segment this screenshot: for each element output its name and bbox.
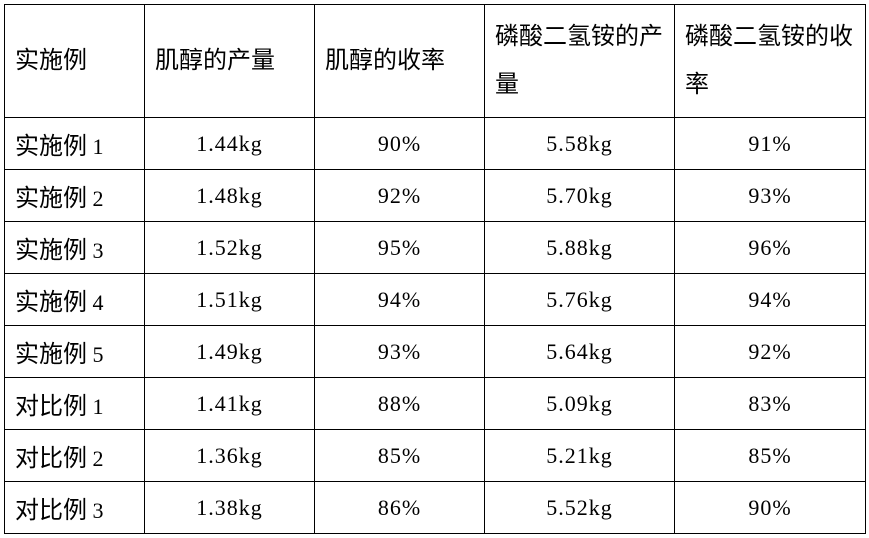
table-row: 对比例 11.41kg88%5.09kg83% — [5, 378, 866, 430]
cell-value: 5.70kg — [485, 170, 675, 222]
label-prefix: 实施例 — [15, 134, 87, 160]
label-prefix: 对比例 — [15, 498, 87, 524]
cell-value: 85% — [675, 430, 866, 482]
label-prefix: 对比例 — [15, 394, 87, 420]
cell-label: 实施例 2 — [5, 170, 145, 222]
cell-value: 5.58kg — [485, 118, 675, 170]
cell-value: 1.36kg — [145, 430, 315, 482]
label-prefix: 实施例 — [15, 290, 87, 316]
cell-value: 1.41kg — [145, 378, 315, 430]
cell-value: 83% — [675, 378, 866, 430]
col-header-dap-yield-pct: 磷酸二氢铵的收率 — [675, 5, 866, 118]
table-header: 实施例 肌醇的产量 肌醇的收率 磷酸二氢铵的产量 磷酸二氢铵的收率 — [5, 5, 866, 118]
cell-value: 90% — [675, 482, 866, 534]
cell-value: 95% — [315, 222, 485, 274]
cell-label: 对比例 3 — [5, 482, 145, 534]
label-number: 5 — [87, 342, 104, 367]
cell-value: 91% — [675, 118, 866, 170]
cell-label: 对比例 2 — [5, 430, 145, 482]
table-row: 对比例 21.36kg85%5.21kg85% — [5, 430, 866, 482]
table-row: 实施例 31.52kg95%5.88kg96% — [5, 222, 866, 274]
cell-value: 1.38kg — [145, 482, 315, 534]
results-table: 实施例 肌醇的产量 肌醇的收率 磷酸二氢铵的产量 磷酸二氢铵的收率 实施例 11… — [4, 4, 866, 534]
label-prefix: 对比例 — [15, 446, 87, 472]
table-row: 实施例 11.44kg90%5.58kg91% — [5, 118, 866, 170]
cell-label: 对比例 1 — [5, 378, 145, 430]
table-row: 实施例 51.49kg93%5.64kg92% — [5, 326, 866, 378]
cell-value: 1.52kg — [145, 222, 315, 274]
cell-value: 5.21kg — [485, 430, 675, 482]
col-header-inositol-yield-pct: 肌醇的收率 — [315, 5, 485, 118]
cell-label: 实施例 4 — [5, 274, 145, 326]
cell-value: 92% — [675, 326, 866, 378]
table-row: 对比例 31.38kg86%5.52kg90% — [5, 482, 866, 534]
cell-value: 92% — [315, 170, 485, 222]
cell-label: 实施例 1 — [5, 118, 145, 170]
table-row: 实施例 41.51kg94%5.76kg94% — [5, 274, 866, 326]
cell-value: 90% — [315, 118, 485, 170]
cell-value: 5.88kg — [485, 222, 675, 274]
table-body: 实施例 11.44kg90%5.58kg91%实施例 21.48kg92%5.7… — [5, 118, 866, 534]
cell-value: 88% — [315, 378, 485, 430]
cell-value: 93% — [675, 170, 866, 222]
cell-value: 5.76kg — [485, 274, 675, 326]
label-prefix: 实施例 — [15, 186, 87, 212]
cell-value: 96% — [675, 222, 866, 274]
cell-value: 1.49kg — [145, 326, 315, 378]
label-number: 3 — [87, 238, 104, 263]
label-number: 3 — [87, 498, 104, 523]
cell-value: 93% — [315, 326, 485, 378]
label-number: 1 — [87, 134, 104, 159]
label-number: 2 — [87, 186, 104, 211]
col-header-example: 实施例 — [5, 5, 145, 118]
label-prefix: 实施例 — [15, 342, 87, 368]
table-row: 实施例 21.48kg92%5.70kg93% — [5, 170, 866, 222]
cell-value: 1.48kg — [145, 170, 315, 222]
cell-label: 实施例 5 — [5, 326, 145, 378]
col-header-dap-yield-amt: 磷酸二氢铵的产量 — [485, 5, 675, 118]
cell-value: 85% — [315, 430, 485, 482]
cell-value: 5.09kg — [485, 378, 675, 430]
label-number: 2 — [87, 446, 104, 471]
cell-value: 86% — [315, 482, 485, 534]
cell-value: 94% — [675, 274, 866, 326]
cell-value: 94% — [315, 274, 485, 326]
label-prefix: 实施例 — [15, 238, 87, 264]
cell-value: 1.51kg — [145, 274, 315, 326]
label-number: 4 — [87, 290, 104, 315]
cell-value: 5.52kg — [485, 482, 675, 534]
cell-value: 5.64kg — [485, 326, 675, 378]
cell-label: 实施例 3 — [5, 222, 145, 274]
label-number: 1 — [87, 394, 104, 419]
cell-value: 1.44kg — [145, 118, 315, 170]
col-header-inositol-yield-amt: 肌醇的产量 — [145, 5, 315, 118]
